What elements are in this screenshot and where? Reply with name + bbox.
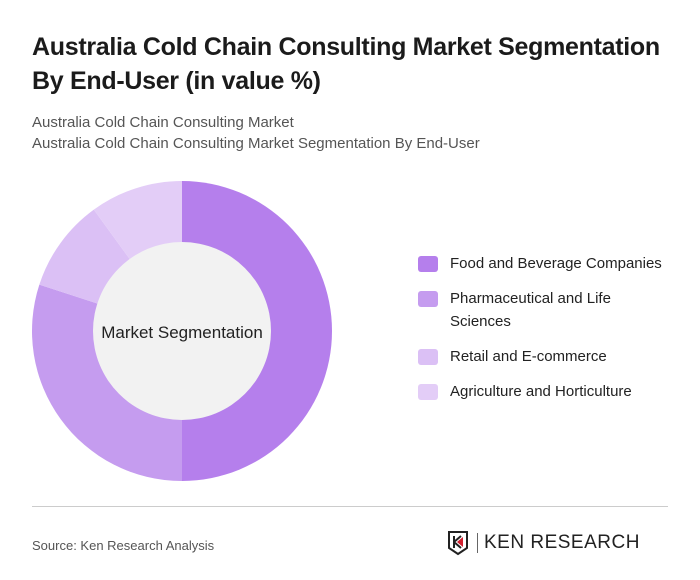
chart-title: Australia Cold Chain Consulting Market S… [32, 33, 660, 95]
subtitle-segmentation: Australia Cold Chain Consulting Market S… [32, 135, 480, 152]
source-note: Source: Ken Research Analysis [32, 538, 215, 553]
logo-text: KEN RESEARCH [477, 533, 640, 553]
legend-swatch [418, 256, 438, 272]
legend-item: Food and Beverage Companies [418, 254, 678, 275]
legend-label: Food and Beverage Companies [450, 255, 662, 272]
subtitle-market: Australia Cold Chain Consulting Market [32, 114, 294, 131]
legend-swatch [418, 349, 438, 365]
legend-label: Retail and E-commerce [450, 348, 607, 365]
logo-shield-icon [448, 531, 468, 556]
ken-research-logo: KEN RESEARCH [447, 530, 640, 556]
legend-label: Pharmaceutical and Life Sciences [450, 290, 611, 330]
legend-swatch [418, 291, 438, 307]
donut-hole [93, 242, 271, 420]
legend-label: Agriculture and Horticulture [450, 383, 632, 400]
legend-item: Retail and E-commerce [418, 347, 678, 368]
divider [32, 506, 668, 507]
legend-swatch [418, 384, 438, 400]
legend: Food and Beverage Companies Pharmaceutica… [418, 254, 678, 417]
legend-item: Pharmaceutical and Life Sciences [418, 289, 678, 333]
center-label: Market Segmentation [101, 323, 263, 342]
legend-item: Agriculture and Horticulture [418, 382, 678, 403]
